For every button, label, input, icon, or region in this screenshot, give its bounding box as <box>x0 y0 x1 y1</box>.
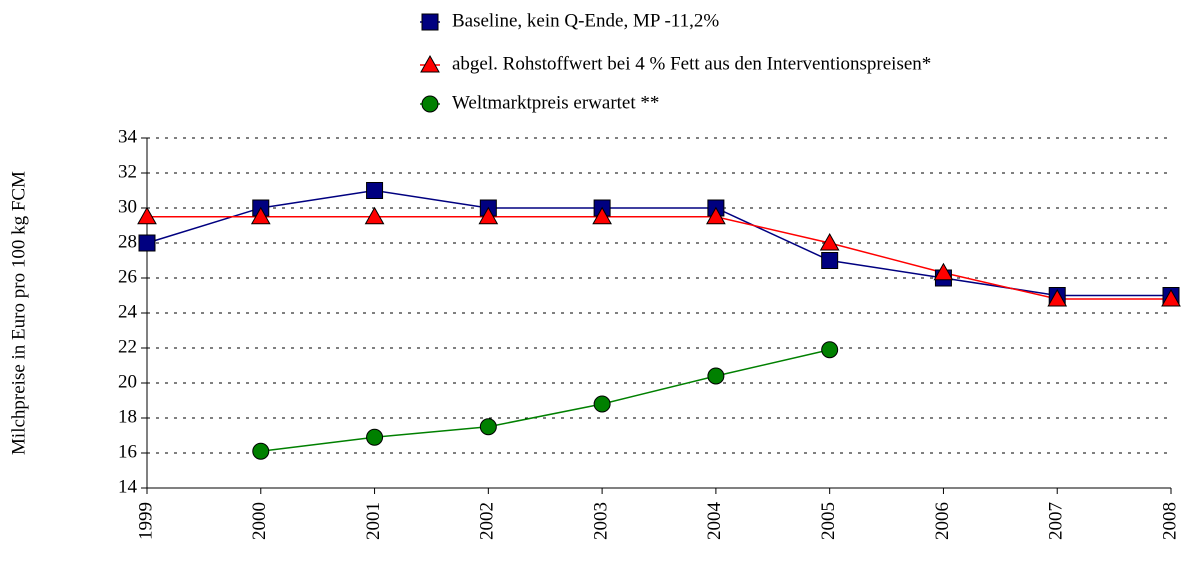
series-line <box>260 349 830 452</box>
marker-triangle <box>364 206 385 225</box>
series-line <box>147 216 1171 300</box>
y-tick-label: 34 <box>118 126 138 147</box>
marker-circle <box>479 418 497 436</box>
marker-triangle <box>250 206 271 225</box>
y-tick-label: 14 <box>118 476 138 497</box>
x-tick-label: 2003 <box>590 502 611 540</box>
x-tick-label: 1999 <box>135 502 156 540</box>
y-tick-label: 22 <box>118 336 137 357</box>
marker-triangle <box>819 232 840 251</box>
marker-triangle <box>933 262 954 281</box>
marker-circle <box>421 95 439 113</box>
y-tick-label: 24 <box>118 301 138 322</box>
marker-triangle <box>478 206 499 225</box>
y-tick-label: 32 <box>118 161 137 182</box>
y-tick-label: 26 <box>118 266 137 287</box>
x-tick-label: 2000 <box>249 502 270 540</box>
legend-label: Weltmarktpreis erwartet ** <box>452 92 659 113</box>
marker-circle <box>707 367 725 385</box>
y-tick-label: 28 <box>118 231 137 252</box>
marker-square <box>138 234 156 252</box>
x-tick-label: 2001 <box>363 502 384 540</box>
marker-triangle <box>420 54 440 73</box>
marker-triangle <box>592 206 612 225</box>
marker-triangle <box>1161 288 1181 307</box>
y-tick-label: 20 <box>118 371 137 392</box>
series-line <box>146 189 1171 297</box>
marker-square <box>366 182 384 199</box>
x-tick-label: 2006 <box>932 502 953 540</box>
x-tick-label: 2008 <box>1159 502 1180 540</box>
y-tick-label: 30 <box>118 196 137 217</box>
marker-circle <box>821 341 839 359</box>
y-tick-label: 18 <box>118 406 137 427</box>
marker-circle <box>252 442 270 460</box>
x-tick-label: 2005 <box>818 502 839 540</box>
x-tick-label: 2007 <box>1046 502 1067 540</box>
x-tick-label: 2002 <box>477 502 498 540</box>
marker-triangle <box>1047 288 1068 307</box>
marker-triangle <box>706 206 726 225</box>
y-axis-label: Milchpreise in Euro pro 100 kg FCM <box>8 171 29 455</box>
marker-circle <box>593 395 611 413</box>
legend-label: Baseline, kein Q-Ende, MP -11,2% <box>452 10 719 31</box>
y-tick-label: 16 <box>118 441 137 462</box>
marker-square <box>421 13 439 31</box>
legend-label: abgel. Rohstoffwert bei 4 % Fett aus den… <box>452 53 931 74</box>
marker-circle <box>366 428 384 446</box>
marker-triangle <box>137 206 157 225</box>
marker-square <box>821 252 839 269</box>
x-tick-label: 2004 <box>704 502 725 541</box>
